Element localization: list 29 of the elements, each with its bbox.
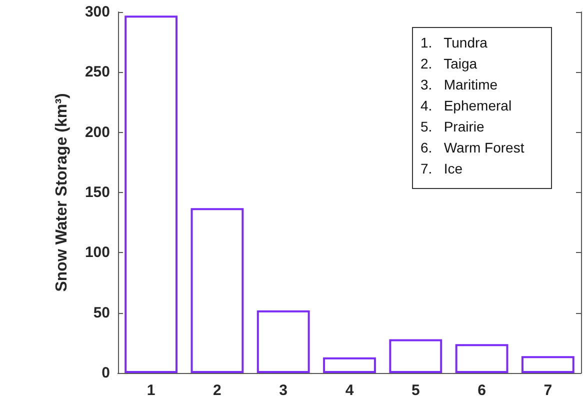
annotation: 3. Maritime xyxy=(420,76,498,92)
y-tick-label: 300 xyxy=(84,4,110,20)
annotation: 5. Prairie xyxy=(420,118,485,134)
annotation: 2. Taiga xyxy=(420,56,478,72)
bar xyxy=(521,356,574,373)
x-tick-label: 6 xyxy=(478,382,486,399)
y-tick-label: 250 xyxy=(84,64,110,81)
y-tick-label: 0 xyxy=(102,364,110,382)
y-tick-label: 200 xyxy=(84,124,110,141)
annotation: 1. Tundra xyxy=(420,34,488,50)
bar xyxy=(323,357,376,373)
y-tick-label: 50 xyxy=(93,304,110,322)
bar xyxy=(124,16,178,373)
x-tick-label: 3 xyxy=(279,382,288,399)
bar xyxy=(256,310,310,373)
annotation: 6. Warm Forest xyxy=(420,140,524,156)
y-tick-label: 150 xyxy=(84,184,110,201)
x-tick-label: 1 xyxy=(146,382,156,399)
x-tick-label: 2 xyxy=(213,382,222,399)
x-tick-label: 4 xyxy=(345,382,354,399)
x-tick-label: 5 xyxy=(411,382,420,399)
bar xyxy=(455,344,508,373)
bar xyxy=(389,339,442,373)
y-tick-label: 100 xyxy=(84,244,110,262)
annotation: 4. Ephemeral xyxy=(420,98,512,114)
y-axis-title: Snow Water Storage (km³) xyxy=(54,93,70,292)
bar xyxy=(190,208,244,373)
annotation: 7. Ice xyxy=(420,160,463,176)
x-tick-label: 7 xyxy=(544,382,552,399)
